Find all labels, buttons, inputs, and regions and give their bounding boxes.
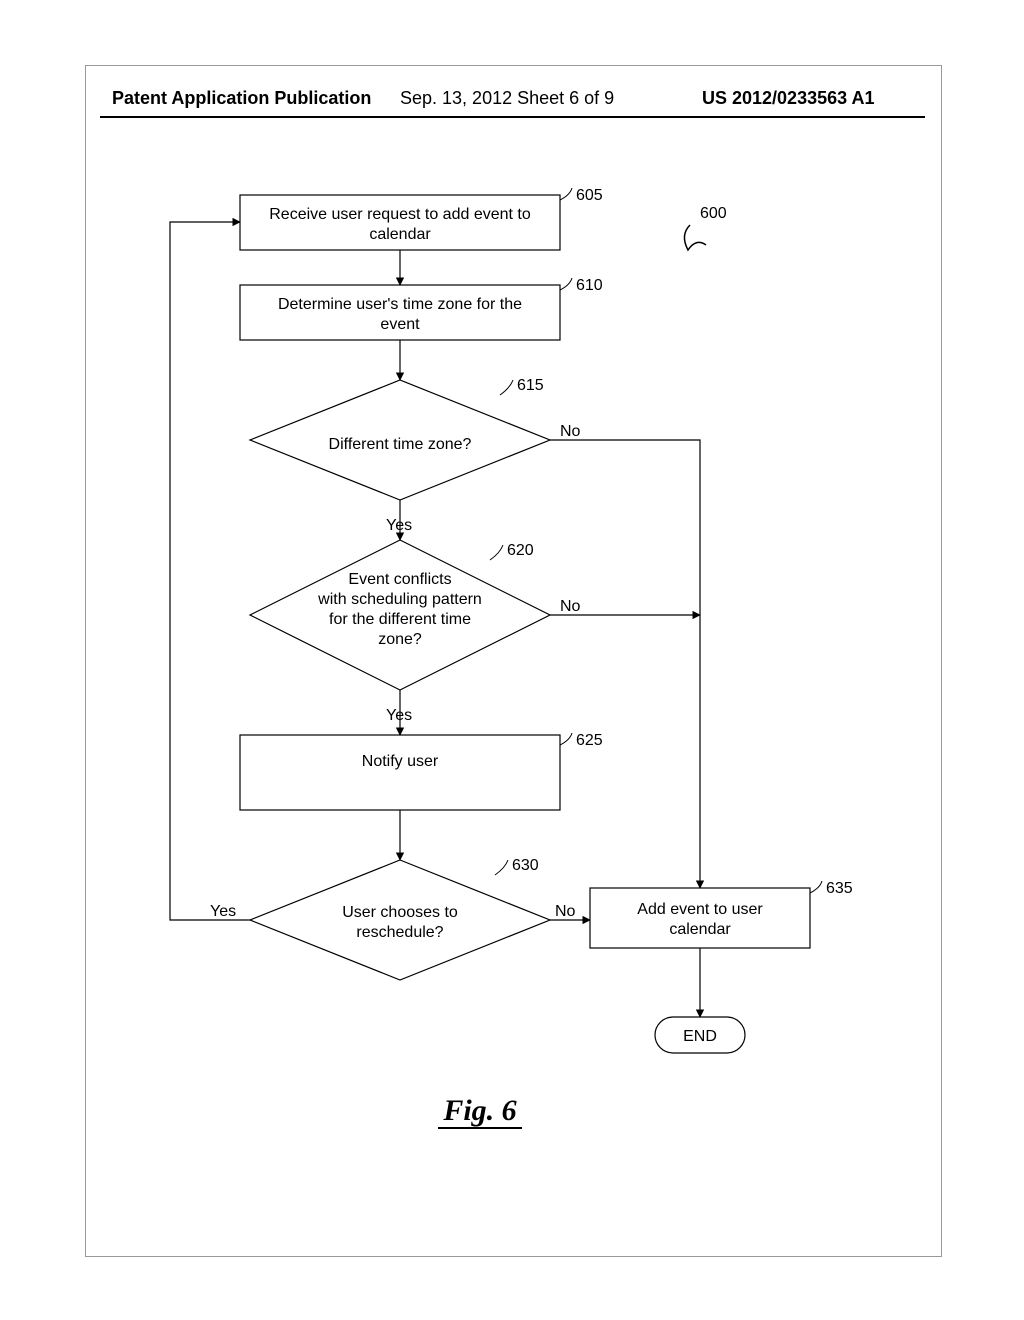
node-630: User chooses to reschedule? 630 (250, 857, 550, 980)
label-630-no: No (555, 903, 576, 920)
ref-630: 630 (512, 857, 539, 874)
flowchart: 600 Receive user request to add event to… (0, 0, 1024, 1320)
label-620-no: No (560, 598, 581, 615)
label-615-no: No (560, 423, 581, 440)
ref-605: 605 (576, 187, 603, 204)
edge-630-no: No (550, 903, 590, 920)
figure-caption: Fig. 6 (442, 1094, 516, 1127)
node-635: Add event to user calendar 635 (590, 880, 853, 948)
node-635-line1: Add event to user (637, 901, 763, 918)
node-610: Determine user's time zone for the event… (240, 277, 603, 340)
edge-615-yes: Yes (386, 500, 412, 540)
node-605-line1: Receive user request to add event to (269, 206, 531, 223)
ref-600-label: 600 (700, 205, 727, 222)
node-620-line3: for the different time (329, 611, 471, 628)
node-625: Notify user 625 (240, 732, 603, 810)
edge-620-yes: Yes (386, 690, 412, 735)
edge-630-yes: Yes (170, 222, 250, 920)
edge-620-no: No (550, 598, 700, 615)
node-620-line4: zone? (378, 631, 422, 648)
label-630-yes: Yes (210, 903, 236, 920)
ref-610: 610 (576, 277, 603, 294)
label-615-yes: Yes (386, 517, 412, 534)
node-620: Event conflicts with scheduling pattern … (250, 540, 550, 690)
node-610-line2: event (380, 316, 420, 333)
node-615: Different time zone? 615 (250, 377, 550, 500)
node-625-line1: Notify user (362, 753, 439, 770)
node-610-line1: Determine user's time zone for the (278, 296, 522, 313)
node-620-line1: Event conflicts (348, 571, 451, 588)
ref-615: 615 (517, 377, 544, 394)
node-605-line2: calendar (369, 226, 431, 243)
edge-615-no: No (550, 423, 700, 888)
node-605: Receive user request to add event to cal… (240, 187, 603, 250)
ref-635: 635 (826, 880, 853, 897)
ref-620: 620 (507, 542, 534, 559)
page: Patent Application Publication Sep. 13, … (0, 0, 1024, 1320)
ref-625: 625 (576, 732, 603, 749)
node-end: END (655, 1017, 745, 1053)
node-end-label: END (683, 1028, 717, 1045)
node-615-line1: Different time zone? (329, 436, 472, 453)
ref-600: 600 (684, 205, 726, 250)
node-620-line2: with scheduling pattern (317, 591, 482, 608)
label-620-yes: Yes (386, 707, 412, 724)
node-630-line2: reschedule? (356, 924, 443, 941)
node-635-line2: calendar (669, 921, 731, 938)
node-630-line1: User chooses to (342, 904, 458, 921)
